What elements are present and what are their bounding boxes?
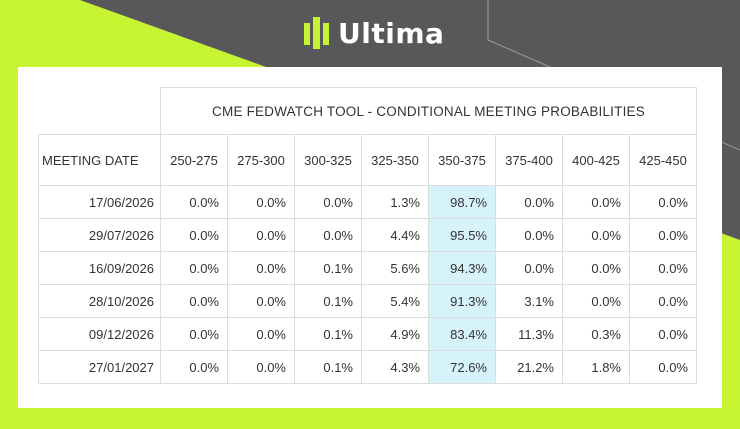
highlighted-probability-cell: 91.3% (428, 284, 496, 318)
probability-cell: 0.0% (227, 251, 295, 285)
probability-cell: 0.0% (629, 185, 697, 219)
column-header: 350-375 (428, 134, 496, 186)
fedwatch-card: CME FEDWATCH TOOL - CONDITIONAL MEETING … (18, 67, 722, 408)
table-row: 29/07/2026 0.0% 0.0% 0.0% 4.4% 95.5% 0.0% 0.0% 0… (38, 218, 697, 252)
probability-cell: 0.0% (160, 218, 228, 252)
probability-cell: 0.0% (495, 251, 563, 285)
table-row: 16/09/2026 0.0% 0.0% 0.1% 5.6% 94.3% 0.0% 0.0% 0… (38, 251, 697, 285)
probability-cell: 0.0% (562, 185, 630, 219)
column-header: 325-350 (361, 134, 429, 186)
probability-cell: 0.0% (160, 317, 228, 351)
probability-cell: 0.0% (160, 350, 228, 384)
probability-cell: 0.0% (495, 218, 563, 252)
brand-logo: Ultima (304, 16, 444, 50)
table-row: 17/06/2026 0.0% 0.0% 0.0% 1.3% 98.7% 0.0% 0.0% 0… (38, 185, 697, 219)
probability-cell: 0.0% (160, 284, 228, 318)
table-corner (38, 87, 161, 135)
probability-cell: 5.6% (361, 251, 429, 285)
probability-cell: 3.1% (495, 284, 563, 318)
probability-cell: 11.3% (495, 317, 563, 351)
probability-cell: 4.3% (361, 350, 429, 384)
probability-cell: 0.0% (227, 218, 295, 252)
table-row: 28/10/2026 0.0% 0.0% 0.1% 5.4% 91.3% 3.1% 0.0% 0… (38, 284, 697, 318)
probability-cell: 0.0% (629, 251, 697, 285)
probability-cell: 0.1% (294, 350, 362, 384)
highlighted-probability-cell: 98.7% (428, 185, 496, 219)
brand-name: Ultima (338, 16, 445, 50)
highlighted-probability-cell: 83.4% (428, 317, 496, 351)
table-title: CME FEDWATCH TOOL - CONDITIONAL MEETING … (160, 87, 697, 135)
probability-cell: 0.0% (294, 185, 362, 219)
meeting-date-cell: 16/09/2026 (38, 251, 161, 285)
probability-cell: 0.0% (160, 185, 228, 219)
probability-cell: 0.0% (629, 317, 697, 351)
meeting-date-cell: 29/07/2026 (38, 218, 161, 252)
probability-cell: 0.0% (629, 284, 697, 318)
probability-cell: 4.4% (361, 218, 429, 252)
probability-cell: 0.0% (227, 317, 295, 351)
column-header: 400-425 (562, 134, 630, 186)
probability-cell: 0.0% (294, 218, 362, 252)
column-header: 425-450 (629, 134, 697, 186)
probability-cell: 0.0% (562, 218, 630, 252)
meeting-date-cell: 17/06/2026 (38, 185, 161, 219)
probability-cell: 0.0% (227, 284, 295, 318)
probability-cell: 0.1% (294, 251, 362, 285)
highlighted-probability-cell: 95.5% (428, 218, 496, 252)
probability-cell: 4.9% (361, 317, 429, 351)
probability-cell: 0.3% (562, 317, 630, 351)
probability-cell: 0.0% (227, 350, 295, 384)
meeting-date-cell: 28/10/2026 (38, 284, 161, 318)
probability-cell: 0.0% (160, 251, 228, 285)
probability-cell: 0.1% (294, 284, 362, 318)
table-row: 27/01/2027 0.0% 0.0% 0.1% 4.3% 72.6% 21.2% 1.8%… (38, 350, 697, 384)
table-row: 09/12/2026 0.0% 0.0% 0.1% 4.9% 83.4% 11.3% 0.3%… (38, 317, 697, 351)
probability-cell: 0.0% (629, 218, 697, 252)
column-header: 300-325 (294, 134, 362, 186)
probability-cell: 21.2% (495, 350, 563, 384)
probability-cell: 0.0% (227, 185, 295, 219)
meeting-date-cell: 09/12/2026 (38, 317, 161, 351)
probability-cell: 1.8% (562, 350, 630, 384)
meeting-date-header: MEETING DATE (38, 134, 161, 186)
probability-cell: 0.0% (562, 284, 630, 318)
probability-cell: 0.1% (294, 317, 362, 351)
column-header: 275-300 (227, 134, 295, 186)
ultima-logo-icon (304, 17, 329, 49)
fedwatch-table: CME FEDWATCH TOOL - CONDITIONAL MEETING … (38, 87, 697, 384)
meeting-date-cell: 27/01/2027 (38, 350, 161, 384)
highlighted-probability-cell: 72.6% (428, 350, 496, 384)
probability-cell: 0.0% (629, 350, 697, 384)
probability-cell: 1.3% (361, 185, 429, 219)
column-header: 375-400 (495, 134, 563, 186)
probability-cell: 0.0% (562, 251, 630, 285)
probability-cell: 5.4% (361, 284, 429, 318)
highlighted-probability-cell: 94.3% (428, 251, 496, 285)
column-header: 250-275 (160, 134, 228, 186)
probability-cell: 0.0% (495, 185, 563, 219)
